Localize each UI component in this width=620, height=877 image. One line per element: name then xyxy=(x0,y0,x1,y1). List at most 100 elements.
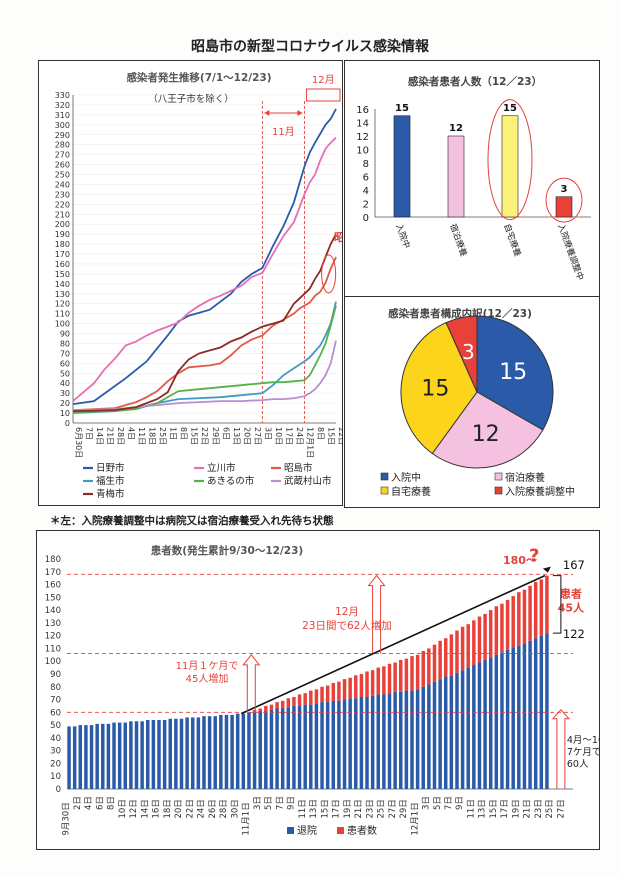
y-tick-label: 90 xyxy=(50,670,61,680)
legend-swatch xyxy=(494,472,503,481)
y-tick-label: 60 xyxy=(60,359,70,368)
y-tick-label: 90 xyxy=(60,330,70,339)
bar-discharged xyxy=(275,708,279,789)
y-tick-label: 220 xyxy=(55,200,70,209)
series-line xyxy=(72,108,337,405)
bar xyxy=(393,115,411,218)
bar-patients xyxy=(309,690,313,705)
x-tick-label: 25日 xyxy=(158,427,167,445)
highlight-ellipse xyxy=(545,177,583,223)
bar-discharged xyxy=(106,723,111,789)
bar-patients xyxy=(449,634,454,676)
y-tick-label: 300 xyxy=(55,121,70,130)
bar-discharged xyxy=(202,716,206,789)
bar-discharged xyxy=(101,723,105,789)
bar-discharged xyxy=(466,667,470,789)
y-tick-label: 16 xyxy=(356,105,369,116)
bar xyxy=(555,196,573,218)
x-tick-label: 8日 xyxy=(179,427,188,440)
akishima-highlight xyxy=(321,254,337,294)
y-tick-label: 8 xyxy=(363,159,369,170)
y-tick-label: 250 xyxy=(55,171,70,180)
x-tick-label: 23日 xyxy=(365,799,375,818)
dec-arrow xyxy=(305,88,341,102)
bar xyxy=(447,135,465,218)
bar-discharged xyxy=(117,722,122,789)
x-tick-label: 4日 xyxy=(127,427,136,440)
nov-label: 11月 xyxy=(272,126,295,138)
y-tick-label: 180 xyxy=(55,240,70,249)
chart-title: 感染者患者人数（12／23） xyxy=(408,75,542,88)
dec-label: 12月 xyxy=(312,74,335,86)
x-tick-label: 8日 xyxy=(107,796,117,810)
x-tick-label: 12月1日 xyxy=(305,427,314,458)
y-tick-label: 150 xyxy=(45,593,61,603)
bar-patients xyxy=(348,677,352,699)
bar-patients xyxy=(488,610,493,658)
x-tick-label: 10日 xyxy=(274,427,283,445)
line-chart: 0102030405060708090100110120130140150160… xyxy=(55,71,367,500)
series-line xyxy=(72,301,337,414)
x-tick-label: 7日 xyxy=(444,796,454,810)
series-line xyxy=(72,256,337,411)
x-tick-label: 11日 xyxy=(298,799,308,818)
legend-label: 入院療養調整中 xyxy=(505,485,575,498)
x-tick-label: 入院療養調整中 xyxy=(555,222,586,282)
dec-annotation: 23日間で62人増加 xyxy=(302,619,392,632)
bar-discharged xyxy=(123,722,128,789)
bar-discharged xyxy=(247,712,251,789)
bar-discharged xyxy=(230,714,234,789)
y-tick-label: 10 xyxy=(50,772,61,782)
bar-discharged xyxy=(376,694,381,789)
bar-discharged xyxy=(89,725,94,789)
bar-discharged xyxy=(427,684,431,789)
x-tick-label: 25日 xyxy=(377,799,387,818)
y-tick-label: 180 xyxy=(45,555,61,565)
x-tick-label: 29日 xyxy=(211,427,220,445)
bar-patients xyxy=(387,663,392,694)
x-tick-label: 19日 xyxy=(511,799,521,818)
bar-patients xyxy=(359,674,364,697)
bar-discharged xyxy=(443,676,448,789)
y-tick-label: 30 xyxy=(50,747,61,757)
patients-annotation: 45人 xyxy=(558,600,585,614)
y-tick-label: 6 xyxy=(363,173,369,184)
bar-discharged xyxy=(72,726,77,789)
y-tick-label: 20 xyxy=(50,759,61,769)
series-line xyxy=(72,137,337,402)
x-tick-label: 15日 xyxy=(489,799,499,818)
y-tick-label: 60 xyxy=(50,708,61,718)
x-tick-label: 7日 xyxy=(85,427,94,440)
bar-discharged xyxy=(432,681,437,789)
bar-discharged xyxy=(269,709,274,789)
bar-discharged xyxy=(522,643,527,789)
x-tick-label: 21日 xyxy=(106,427,115,445)
akishima-label: 昭島市 xyxy=(334,230,342,244)
y-tick-label: 0 xyxy=(363,213,369,224)
bar-discharged xyxy=(528,640,532,789)
bar-discharged xyxy=(309,704,313,789)
chart-subtitle: （八王子市を除く） xyxy=(148,93,234,105)
apr-oct-arrow xyxy=(551,709,571,789)
legend-label: 日野市 xyxy=(96,462,125,474)
bar-patients xyxy=(432,644,437,682)
bar-patients xyxy=(539,579,544,636)
x-tick-label: 2日 xyxy=(73,796,83,810)
legend-label: 立川市 xyxy=(207,462,236,474)
bar-patients xyxy=(258,708,262,712)
bar-patients xyxy=(500,603,504,653)
y-tick-label: 120 xyxy=(55,300,70,309)
y-tick-label: 260 xyxy=(55,161,70,170)
bar-patients xyxy=(460,626,465,671)
bar-patients xyxy=(292,697,296,706)
x-tick-label: 28日 xyxy=(116,427,125,445)
bar-discharged xyxy=(449,675,454,789)
bar-discharged xyxy=(382,694,386,789)
bar-discharged xyxy=(151,720,156,789)
bar-discharged xyxy=(494,654,499,789)
x-tick-label: 22日 xyxy=(200,427,209,445)
bar-patients xyxy=(528,585,532,641)
bar-discharged xyxy=(370,695,375,789)
x-tick-label: 14日 xyxy=(95,427,104,445)
bar-discharged xyxy=(393,691,397,789)
